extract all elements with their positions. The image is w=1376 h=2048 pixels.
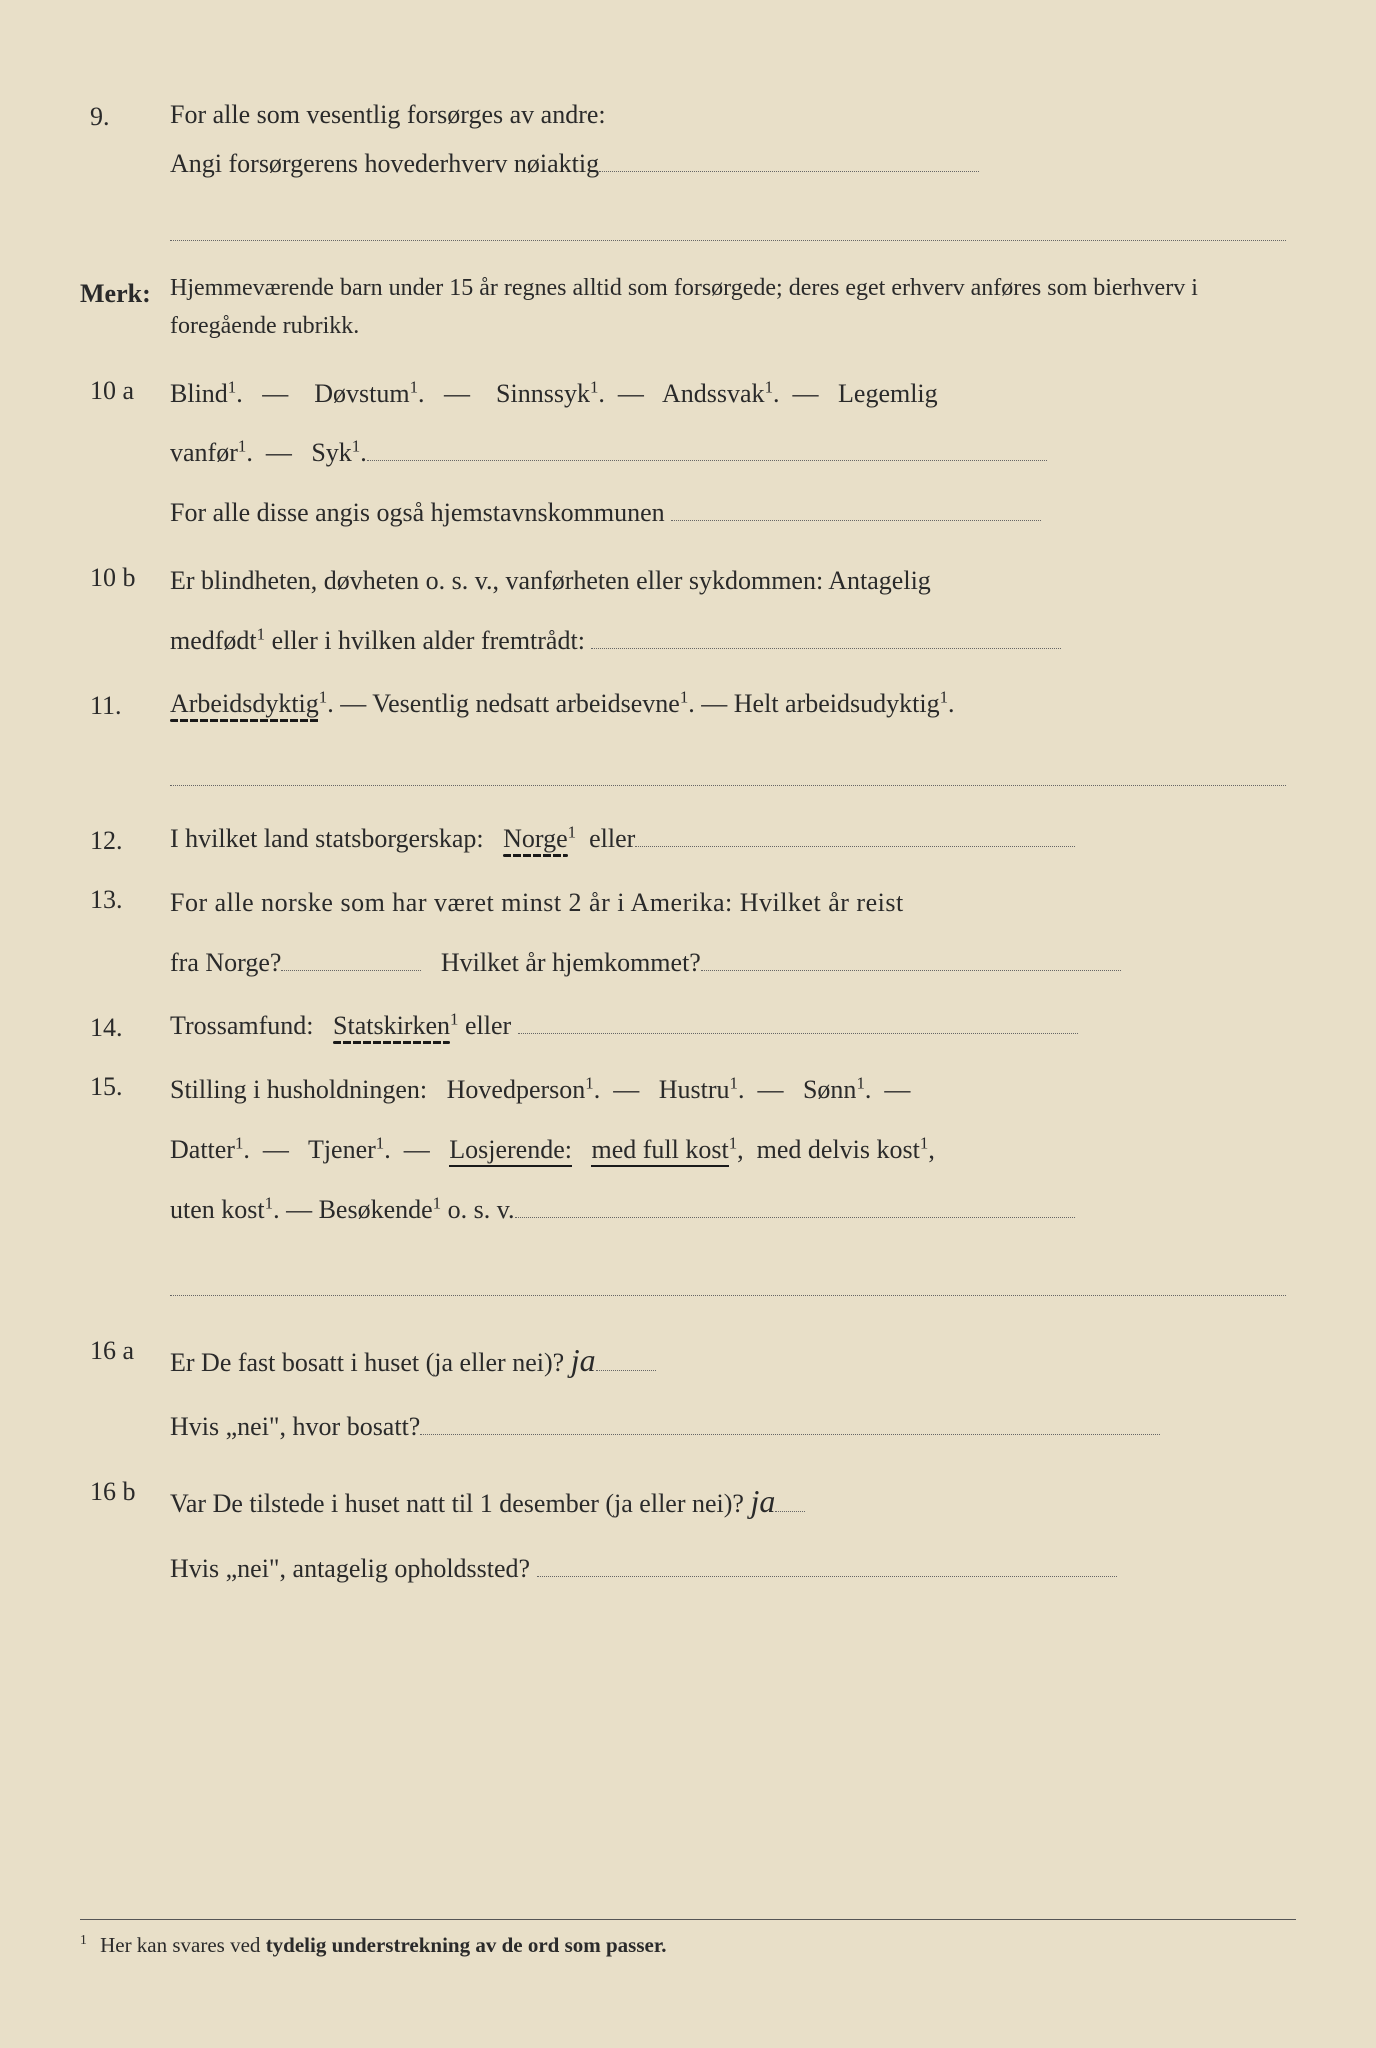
q16b-number: 16 b (80, 1465, 170, 1598)
question-16a: 16 a Er De fast bosatt i huset (ja eller… (80, 1324, 1296, 1457)
q15-selected-kost: med full kost (591, 1135, 728, 1167)
q11-content: Arbeidsdyktig1. — Vesentlig nedsatt arbe… (170, 679, 1296, 806)
merk-text: Hjemmeværende barn under 15 år regnes al… (170, 269, 1296, 346)
q11-blank-line (170, 758, 1286, 786)
q15-number: 15. (80, 1060, 170, 1315)
merk-label: Merk: (80, 269, 170, 346)
q9-number: 9. (80, 90, 170, 261)
census-form-page: 9. For alle som vesentlig forsørges av a… (80, 90, 1296, 1598)
q10a-number: 10 a (80, 364, 170, 543)
q9-line2: Angi forsørgerens hovederhverv nøiaktig (170, 139, 1286, 188)
q9-content: For alle som vesentlig forsørges av andr… (170, 90, 1296, 261)
q13-number: 13. (80, 873, 170, 993)
q12-content: I hvilket land statsborgerskap: Norge1 e… (170, 814, 1296, 865)
q15-content: Stilling i husholdningen: Hovedperson1. … (170, 1060, 1296, 1315)
q14-content: Trossamfund: Statskirken1 eller (170, 1001, 1296, 1052)
q15-losjerende: Losjerende: (449, 1135, 572, 1167)
q10a-content: Blind1. — Døvstum1. — Sinnssyk1. — Andss… (170, 364, 1296, 543)
q16a-number: 16 a (80, 1324, 170, 1457)
question-15: 15. Stilling i husholdningen: Hovedperso… (80, 1060, 1296, 1315)
q13-content: For alle norske som har været minst 2 år… (170, 873, 1296, 993)
q10b-content: Er blindheten, døvheten o. s. v., vanfør… (170, 551, 1296, 671)
question-10b: 10 b Er blindheten, døvheten o. s. v., v… (80, 551, 1296, 671)
question-13: 13. For alle norske som har været minst … (80, 873, 1296, 993)
footnote: 1 Her kan svares ved tydelig understrekn… (80, 1919, 1296, 1958)
question-16b: 16 b Var De tilstede i huset natt til 1 … (80, 1465, 1296, 1598)
q16a-content: Er De fast bosatt i huset (ja eller nei)… (170, 1324, 1296, 1457)
q16a-answer: ja (571, 1342, 596, 1378)
q9-line1: For alle som vesentlig forsørges av andr… (170, 90, 1286, 139)
q14-selected: Statskirken (333, 1011, 450, 1040)
q12-number: 12. (80, 814, 170, 865)
footnote-marker: 1 (80, 1932, 87, 1947)
q10b-number: 10 b (80, 551, 170, 671)
q11-selected: Arbeidsdyktig (170, 689, 319, 718)
q14-number: 14. (80, 1001, 170, 1052)
q9-blank-line (170, 213, 1286, 241)
q11-number: 11. (80, 679, 170, 806)
q12-selected: Norge (503, 824, 568, 853)
question-14: 14. Trossamfund: Statskirken1 eller (80, 1001, 1296, 1052)
question-10a: 10 a Blind1. — Døvstum1. — Sinnssyk1. — … (80, 364, 1296, 543)
q15-blank-line (170, 1268, 1286, 1296)
merk-note: Merk: Hjemmeværende barn under 15 år reg… (80, 269, 1296, 346)
q16b-content: Var De tilstede i huset natt til 1 desem… (170, 1465, 1296, 1598)
q16b-answer: ja (750, 1483, 775, 1519)
question-12: 12. I hvilket land statsborgerskap: Norg… (80, 814, 1296, 865)
question-9: 9. For alle som vesentlig forsørges av a… (80, 90, 1296, 261)
question-11: 11. Arbeidsdyktig1. — Vesentlig nedsatt … (80, 679, 1296, 806)
